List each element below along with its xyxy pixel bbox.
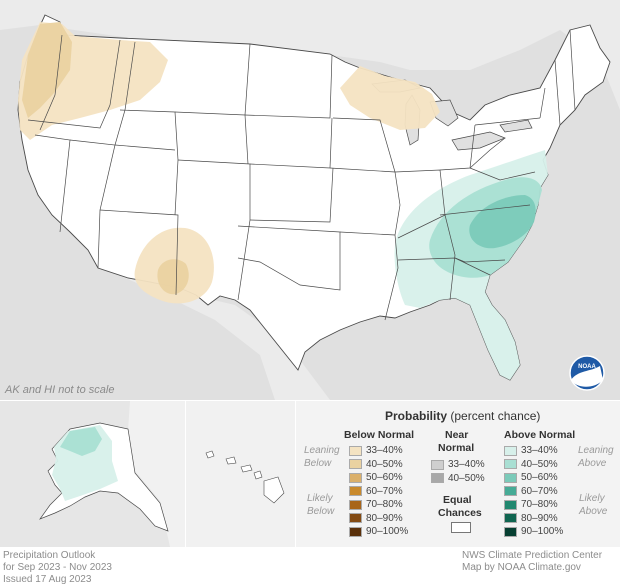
legend-near-row: 40–50%: [431, 473, 485, 484]
below-40-50-southwest: [157, 259, 189, 295]
hawaii-inset-background: [186, 401, 295, 547]
legend-likely-below-1: Likely: [307, 493, 333, 504]
footer-left: Precipitation Outlook for Sep 2023 - Nov…: [3, 550, 112, 586]
legend-leaning-below-2: Below: [304, 458, 332, 469]
below-40-50-oregon-coast: [22, 22, 72, 118]
legend-above-row: 33–40%: [504, 445, 558, 456]
legend-below-row: 70–80%: [349, 499, 403, 510]
legend-above-header: Above Normal: [504, 429, 576, 441]
legend-below-label: 80–90%: [366, 512, 403, 524]
legend-above-row: 80–90%: [504, 513, 558, 524]
legend-above-label: 40–50%: [521, 458, 558, 470]
legend-below-row: 90–100%: [349, 526, 408, 537]
legend-below-swatch: [349, 459, 362, 469]
below-33-40-great-lakes: [340, 66, 440, 130]
legend-below-label: 60–70%: [366, 485, 403, 497]
legend-likely-above-1: Likely: [579, 493, 605, 504]
legend-below-swatch: [349, 472, 362, 483]
legend-leaning-above-1: Leaning: [578, 445, 614, 456]
legend-below-row: 80–90%: [349, 513, 403, 524]
legend-near-header-2: Normal: [438, 442, 475, 454]
legend-title: Probability (percent chance): [385, 409, 540, 423]
legend-below-swatch: [349, 513, 362, 523]
legend-likely-above: Likely Above: [579, 492, 607, 518]
footer-issued: Issued 17 Aug 2023: [3, 574, 92, 585]
legend-below-swatch: [349, 526, 362, 537]
legend-above-label: 70–80%: [521, 499, 558, 510]
legend-title-sub: (percent chance): [450, 409, 541, 423]
legend-near-swatch: [431, 473, 444, 483]
hawaii-islands: [205, 450, 285, 504]
legend-above-row: 50–60%: [504, 472, 558, 483]
hawaii-inset: [186, 401, 295, 547]
legend-above-swatch: [504, 445, 517, 456]
legend-above-label: 60–70%: [521, 485, 558, 497]
legend-above-swatch: [504, 526, 517, 537]
legend-equal-1: Equal: [443, 494, 472, 506]
ak-hi-scale-note: AK and HI not to scale: [5, 384, 115, 396]
canada-land-inset: [128, 401, 185, 547]
legend-near-label: 40–50%: [448, 472, 485, 484]
svg-text:NOAA: NOAA: [578, 364, 596, 370]
legend-below-swatch: [349, 486, 362, 496]
legend-above-label: 90–100%: [521, 526, 564, 537]
legend-below-label: 50–60%: [366, 472, 403, 483]
legend-equal-chances-swatch: [451, 522, 471, 533]
footer-right: NWS Climate Prediction Center Map by NOA…: [462, 550, 602, 574]
legend-below-label: 70–80%: [366, 499, 403, 510]
legend-above-swatch: [504, 486, 517, 496]
alaska-inset: [0, 401, 185, 547]
legend-below-swatch: [349, 499, 362, 510]
legend-likely-below-2: Below: [307, 506, 335, 517]
legend-likely-above-2: Above: [579, 506, 608, 517]
legend-above-swatch: [504, 459, 517, 469]
state-borders: [27, 29, 576, 321]
noaa-logo: NOAA: [569, 355, 605, 391]
legend-above-label: 80–90%: [521, 512, 558, 524]
legend-below-label: 33–40%: [366, 445, 403, 456]
footer-credit-cpc: NWS Climate Prediction Center: [462, 550, 603, 561]
legend-above-row: 60–70%: [504, 486, 558, 497]
canada-land: [0, 0, 620, 110]
legend-above-swatch: [504, 513, 517, 523]
legend-title-main: Probability: [385, 409, 448, 423]
legend-equal-2: Chances: [438, 507, 482, 519]
legend-leaning-above: Leaning Above: [578, 444, 614, 470]
legend-below-row: 40–50%: [349, 459, 403, 470]
legend-near-label: 33–40%: [448, 459, 485, 470]
legend-near-swatch: [431, 459, 444, 470]
legend-near-header-1: Near: [445, 429, 469, 441]
legend-above-swatch: [504, 499, 517, 510]
legend-above-label: 33–40%: [521, 445, 558, 456]
legend-above-row: 70–80%: [504, 499, 558, 510]
probability-legend: Probability (percent chance) Below Norma…: [296, 401, 620, 547]
legend-below-label: 40–50%: [366, 458, 403, 470]
alaska-above-40-50: [60, 427, 102, 456]
above-50-60-carolinas: [469, 195, 536, 249]
footer-period: for Sep 2023 - Nov 2023: [3, 562, 112, 573]
legend-leaning-below-1: Leaning: [304, 445, 340, 456]
legend-above-swatch: [504, 472, 517, 483]
legend-below-row: 33–40%: [349, 445, 403, 456]
legend-leaning-above-2: Above: [578, 458, 607, 469]
legend-below-label: 90–100%: [366, 526, 409, 537]
legend-above-row: 40–50%: [504, 459, 558, 470]
footer-title: Precipitation Outlook: [3, 550, 96, 561]
legend-below-row: 60–70%: [349, 486, 403, 497]
legend-below-row: 50–60%: [349, 472, 403, 483]
legend-near-row: 33–40%: [431, 459, 485, 470]
mexico-land: [95, 265, 330, 400]
legend-below-header: Below Normal: [344, 429, 415, 441]
legend-above-row: 90–100%: [504, 526, 563, 537]
footer-credit-map: Map by NOAA Climate.gov: [462, 562, 581, 573]
legend-likely-below: Likely Below: [307, 492, 334, 518]
conus-precipitation-map: NOAA: [0, 0, 620, 400]
legend-leaning-below: Leaning Below: [304, 444, 340, 470]
legend-above-label: 50–60%: [521, 472, 558, 483]
legend-below-swatch: [349, 445, 362, 456]
